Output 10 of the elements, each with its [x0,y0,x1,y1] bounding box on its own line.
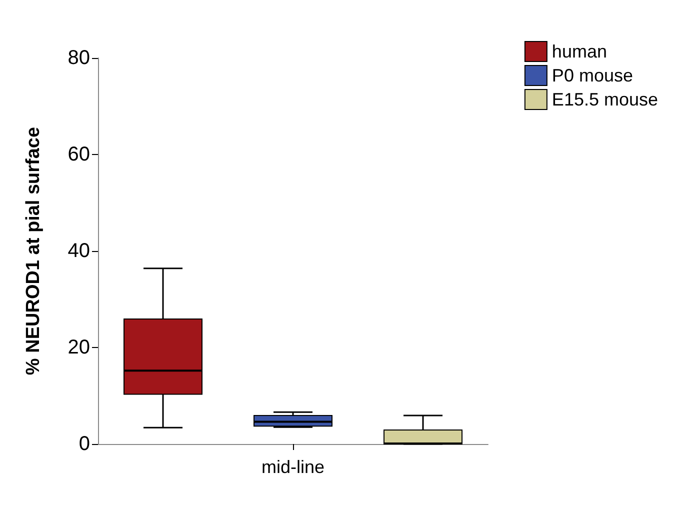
y-tick-label: 60 [68,144,90,166]
legend-label: E15.5 mouse [552,90,658,110]
y-axis-title: % NEUROD1 at pial surface [23,126,44,376]
y-tick-label: 0 [78,433,90,455]
legend-label: human [552,42,607,62]
x-tick-label: mid-line [261,457,325,477]
y-tick-label: 40 [68,240,90,262]
y-tick-label: 80 [68,47,90,69]
legend-label: P0 mouse [552,66,633,86]
y-tick-label: 20 [68,336,90,358]
